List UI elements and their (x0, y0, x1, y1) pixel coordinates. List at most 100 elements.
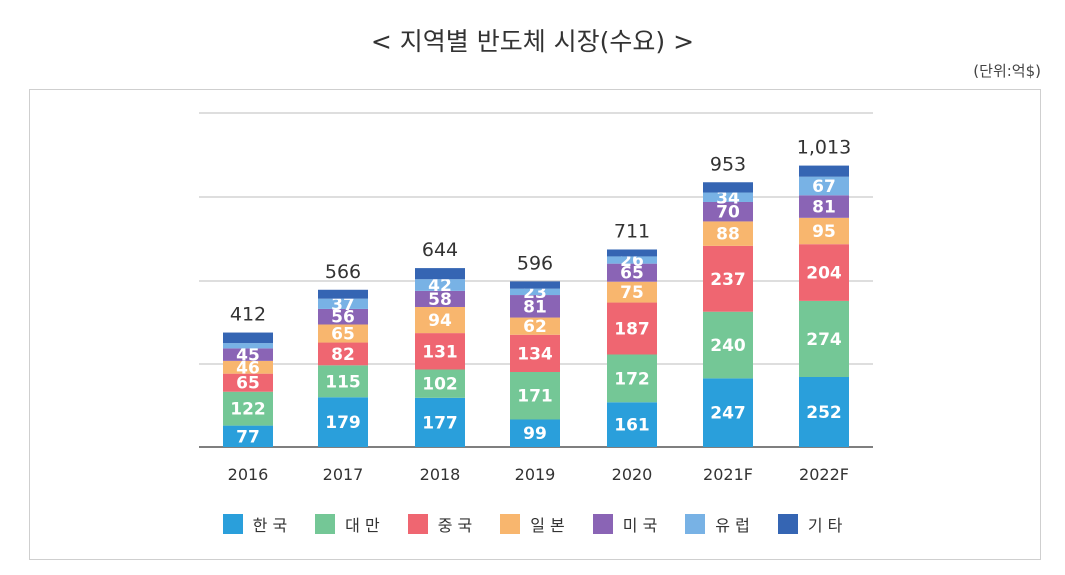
bar-segment (318, 289, 368, 299)
data-label: 81 (812, 198, 836, 218)
data-label: 56 (331, 308, 355, 328)
legend-swatch (407, 514, 428, 534)
chart-panel (29, 89, 1041, 560)
legend-item: 일 본 (500, 512, 565, 536)
bar-segment (318, 298, 368, 309)
data-label: 115 (325, 372, 361, 392)
bar-segment (703, 311, 753, 379)
bar-segment (799, 300, 849, 377)
bar-segment (799, 176, 849, 196)
bar-segment (415, 268, 465, 280)
bar-segment (223, 425, 273, 447)
legend-swatch (592, 514, 613, 534)
data-label: 45 (236, 346, 260, 366)
data-label: 161 (614, 416, 650, 436)
legend-item: 대 만 (315, 512, 380, 536)
legend-label: 미 국 (622, 516, 658, 535)
bar-segment (318, 397, 368, 447)
bar-segment (799, 217, 849, 245)
unit-label: (단위:억$) (973, 62, 1041, 80)
bar-segment (607, 256, 657, 264)
data-label: 42 (428, 276, 452, 296)
x-tick-label: 2021F (703, 465, 753, 484)
bar-segment (415, 306, 465, 334)
bar-segment (510, 295, 560, 318)
legend-item: 미 국 (592, 512, 658, 536)
bar-segment (510, 334, 560, 372)
bar-segment (510, 371, 560, 420)
data-label: 134 (517, 344, 553, 364)
bar-segment (223, 343, 273, 349)
bar-segment (415, 290, 465, 307)
x-tick-label: 2020 (612, 465, 653, 484)
bar-segment (510, 288, 560, 296)
bar-segment (415, 397, 465, 447)
data-label: 99 (523, 424, 547, 444)
data-label: 171 (517, 387, 553, 407)
data-label: 67 (812, 177, 836, 197)
data-label: 62 (523, 317, 547, 337)
total-label: 566 (325, 261, 361, 283)
bar-segment (223, 360, 273, 374)
bar-segment (799, 244, 849, 301)
bar-segment (415, 369, 465, 398)
total-label: 412 (230, 304, 266, 326)
data-label: 131 (422, 342, 458, 362)
legend-swatch (315, 514, 336, 534)
data-label: 102 (422, 375, 458, 395)
legend-swatch (777, 514, 798, 534)
data-label: 70 (716, 203, 740, 223)
data-label: 58 (428, 290, 452, 310)
x-tick-label: 2017 (323, 465, 364, 484)
total-label: 1,013 (797, 137, 851, 159)
data-label: 204 (806, 264, 842, 284)
bar-segment (799, 165, 849, 177)
data-label: 75 (620, 283, 644, 303)
data-label: 82 (331, 345, 355, 365)
legend-item: 유 럽 (685, 512, 750, 536)
total-label: 596 (517, 252, 553, 274)
bar-segment (703, 201, 753, 222)
data-label: 177 (422, 413, 458, 433)
data-label: 179 (325, 413, 361, 433)
legend-item: 한 국 (222, 512, 288, 536)
bar-segment (607, 302, 657, 355)
data-label: 81 (523, 297, 547, 317)
bar-segment (703, 182, 753, 193)
bar-segment (318, 342, 368, 366)
bar-segment (703, 378, 753, 447)
data-label: 94 (428, 311, 452, 331)
bar-segment (318, 308, 368, 325)
data-label: 95 (812, 222, 836, 242)
data-label: 187 (614, 320, 650, 340)
bar-segment (607, 263, 657, 282)
data-label: 122 (230, 400, 266, 420)
x-tick-label: 2022F (799, 465, 849, 484)
bar-segment (703, 221, 753, 246)
bar-segment (799, 376, 849, 447)
data-label: 274 (806, 330, 842, 350)
bar-segment (223, 332, 273, 344)
data-label: 172 (614, 369, 650, 389)
bar-segment (415, 279, 465, 291)
bar-segment (223, 391, 273, 426)
legend-swatch (500, 514, 521, 534)
x-tick-label: 2019 (515, 465, 556, 484)
bar-segment (510, 419, 560, 447)
data-label: 88 (716, 225, 740, 245)
data-label: 237 (710, 270, 746, 290)
x-tick-label: 2018 (420, 465, 461, 484)
bar-segment (318, 365, 368, 398)
bar-segment (799, 195, 849, 218)
legend-label: 한 국 (252, 516, 288, 535)
legend-item: 중 국 (407, 512, 472, 536)
data-label: 37 (331, 295, 355, 315)
legend-label: 일 본 (530, 516, 565, 535)
bar-segment (415, 333, 465, 370)
bar-segment (510, 317, 560, 335)
legend-label: 대 만 (345, 516, 380, 535)
total-label: 953 (710, 153, 746, 175)
data-label: 65 (620, 264, 644, 284)
